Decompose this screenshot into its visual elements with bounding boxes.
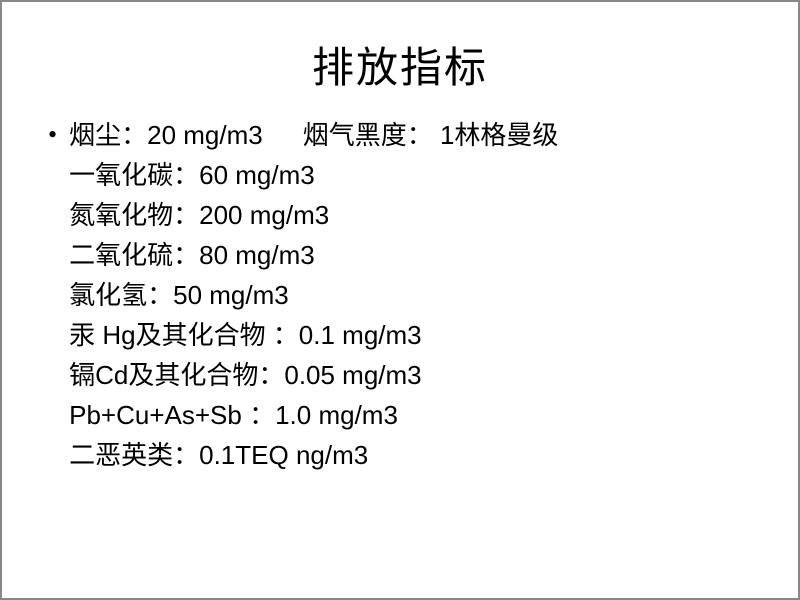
param-value: 60 mg/m3	[199, 160, 315, 190]
param-label: 汞 Hg及其化合物 ：	[69, 320, 299, 350]
bullet-marker: •	[48, 115, 69, 155]
param-label: 烟气黑度：	[303, 120, 433, 150]
param-label: 二氧化硫：	[69, 240, 199, 270]
param-label: 氯化氢：	[69, 280, 173, 310]
list-item: 一氧化碳：60 mg/m3	[69, 155, 558, 195]
param-label: 氮氧化物：	[69, 200, 199, 230]
param-value: 0.1 mg/m3	[299, 320, 422, 350]
list-item: 二恶英类：0.1TEQ ng/m3	[69, 435, 558, 475]
list-item: 氮氧化物：200 mg/m3	[69, 195, 558, 235]
list-item: Pb+Cu+As+Sb ：1.0 mg/m3	[69, 395, 558, 435]
bullet-row: • 烟尘：20 mg/m3 烟气黑度： 1林格曼级 一氧化碳：60 mg/m3 氮…	[48, 115, 758, 475]
param-value: 0.05 mg/m3	[284, 360, 421, 390]
param-value: 80 mg/m3	[199, 240, 315, 270]
param-label: 二恶英类：	[69, 440, 199, 470]
param-value: 1.0 mg/m3	[275, 400, 398, 430]
param-value: 200 mg/m3	[199, 200, 329, 230]
param-label: 镉Cd及其化合物：	[69, 360, 284, 390]
param-label: 烟尘：	[69, 120, 147, 150]
param-label: Pb+Cu+As+Sb ：	[69, 400, 275, 430]
param-value: 1林格曼级	[433, 120, 559, 150]
list-item: 烟尘：20 mg/m3 烟气黑度： 1林格曼级	[69, 115, 558, 155]
list-item: 氯化氢：50 mg/m3	[69, 275, 558, 315]
emission-list: 烟尘：20 mg/m3 烟气黑度： 1林格曼级 一氧化碳：60 mg/m3 氮氧化…	[69, 115, 558, 475]
list-item: 二氧化硫：80 mg/m3	[69, 235, 558, 275]
param-value: 20 mg/m3	[147, 120, 263, 150]
content-area: • 烟尘：20 mg/m3 烟气黑度： 1林格曼级 一氧化碳：60 mg/m3 氮…	[2, 115, 798, 475]
slide-title: 排放指标	[2, 2, 798, 115]
param-value: 0.1TEQ ng/m3	[199, 440, 368, 470]
param-value: 50 mg/m3	[173, 280, 289, 310]
list-item: 镉Cd及其化合物：0.05 mg/m3	[69, 355, 558, 395]
param-label: 一氧化碳：	[69, 160, 199, 190]
list-item: 汞 Hg及其化合物 ：0.1 mg/m3	[69, 315, 558, 355]
